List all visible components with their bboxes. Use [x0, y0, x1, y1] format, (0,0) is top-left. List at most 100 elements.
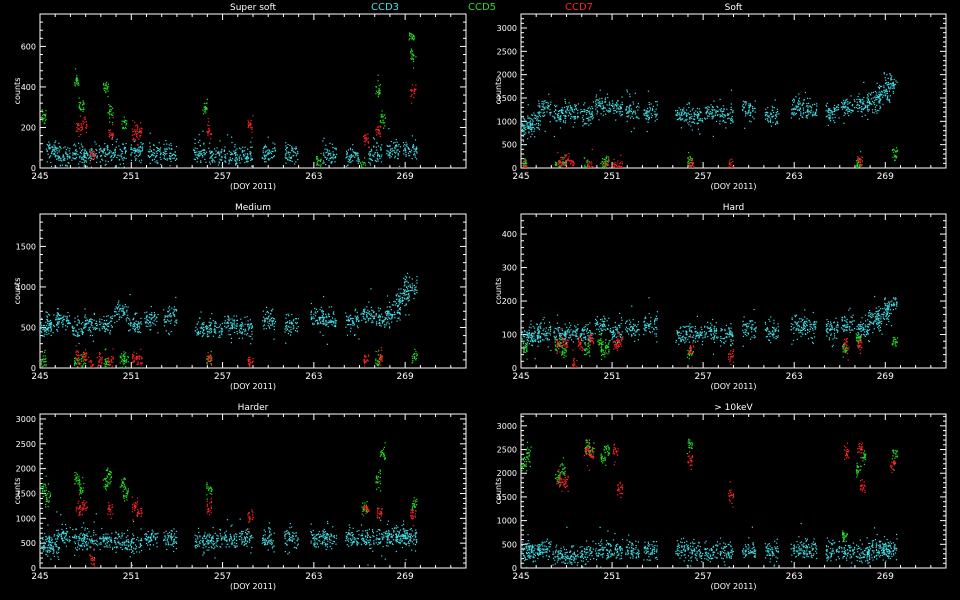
data-point — [807, 109, 809, 111]
data-point — [611, 100, 614, 102]
data-point — [151, 159, 153, 161]
data-point — [590, 115, 592, 118]
data-point — [126, 311, 128, 313]
data-point — [238, 147, 241, 149]
data-point — [327, 149, 329, 151]
data-point — [897, 149, 899, 151]
data-point — [323, 296, 325, 298]
data-point — [730, 161, 732, 164]
data-point — [651, 109, 654, 111]
data-point — [522, 124, 524, 126]
data-point — [628, 106, 630, 108]
data-point — [99, 318, 101, 320]
data-point — [83, 324, 85, 326]
data-point — [358, 338, 360, 340]
data-point — [722, 105, 724, 107]
data-point — [124, 151, 127, 153]
data-point — [251, 325, 253, 327]
data-point — [107, 83, 110, 85]
data-point — [398, 311, 400, 314]
data-point — [326, 151, 328, 153]
data-point — [69, 323, 71, 325]
data-point — [273, 325, 275, 328]
data-point — [619, 105, 621, 107]
data-point — [828, 109, 830, 111]
data-point — [249, 123, 252, 126]
data-point — [529, 121, 531, 123]
data-point — [612, 102, 614, 105]
data-point — [221, 327, 223, 330]
data-point — [231, 158, 234, 160]
data-point — [387, 312, 389, 314]
data-point — [378, 91, 380, 93]
data-point — [721, 110, 724, 113]
data-point — [531, 114, 533, 116]
data-point — [742, 103, 744, 105]
data-point — [557, 167, 559, 168]
data-point — [410, 49, 412, 52]
data-point — [379, 316, 381, 319]
data-point — [731, 117, 733, 119]
data-point — [829, 115, 831, 117]
data-point — [168, 157, 170, 160]
chart-title: Super soft — [230, 3, 276, 13]
data-point — [233, 321, 235, 323]
data-point — [64, 146, 66, 148]
data-point — [887, 86, 889, 88]
data-point — [354, 334, 356, 336]
data-point — [219, 158, 221, 160]
data-point — [126, 123, 128, 125]
data-point — [57, 317, 59, 319]
data-point — [543, 102, 545, 104]
data-point — [168, 311, 170, 313]
data-point — [710, 104, 712, 106]
data-point — [139, 135, 141, 137]
data-point — [645, 117, 647, 120]
data-point — [646, 115, 648, 118]
data-point — [264, 158, 266, 160]
data-point — [382, 119, 384, 121]
data-point — [264, 161, 266, 163]
data-point — [689, 162, 691, 164]
data-point — [77, 335, 79, 337]
data-point — [128, 330, 130, 332]
data-point — [139, 145, 142, 148]
data-point — [110, 109, 113, 111]
data-point — [584, 157, 586, 159]
data-point — [150, 150, 152, 152]
data-point — [526, 162, 528, 165]
data-point — [235, 149, 237, 151]
data-point — [46, 315, 48, 317]
data-point — [76, 84, 78, 86]
data-point — [198, 156, 200, 158]
data-point — [236, 320, 238, 322]
data-point — [376, 157, 378, 159]
data-point — [629, 117, 631, 119]
data-point — [560, 159, 562, 161]
data-point — [244, 333, 246, 335]
data-point — [295, 161, 297, 163]
data-point — [99, 148, 101, 150]
data-point — [750, 121, 752, 123]
data-point — [872, 91, 874, 93]
data-point — [80, 129, 82, 131]
data-point — [561, 112, 563, 114]
data-point — [43, 113, 45, 116]
data-point — [204, 108, 206, 110]
data-point — [693, 118, 695, 121]
data-point — [396, 311, 398, 313]
data-point — [619, 107, 621, 109]
data-point — [262, 150, 264, 152]
data-point — [163, 157, 165, 159]
data-point — [392, 314, 394, 316]
data-point — [554, 117, 556, 119]
data-point — [604, 107, 606, 109]
data-point — [764, 118, 767, 120]
data-point — [855, 160, 858, 162]
data-point — [88, 328, 91, 330]
data-point — [226, 134, 229, 136]
data-point — [810, 111, 812, 113]
data-point — [153, 158, 156, 160]
x-tick-label: 245 — [31, 172, 48, 182]
data-point — [747, 113, 749, 115]
